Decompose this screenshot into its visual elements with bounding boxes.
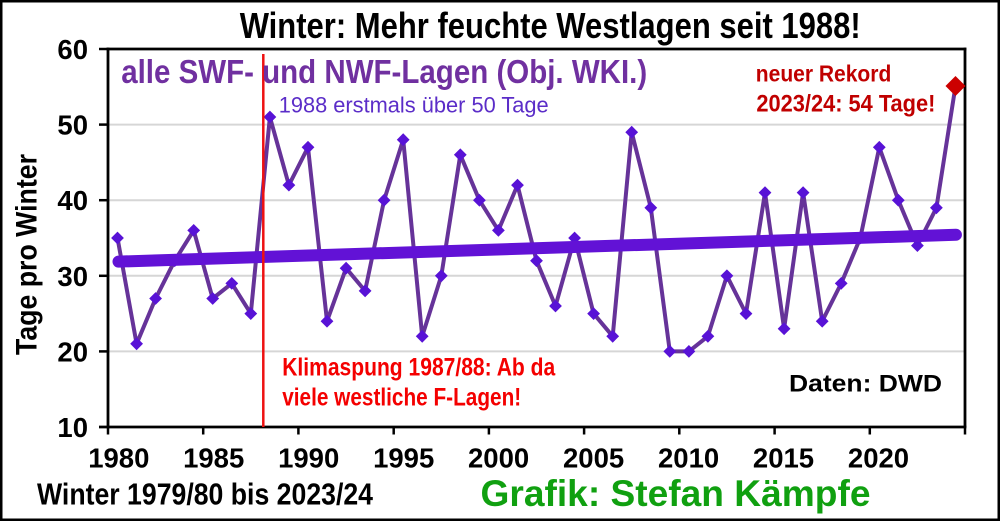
svg-text:1995: 1995 <box>373 442 434 473</box>
svg-text:Winter: Mehr feuchte Westlagen: Winter: Mehr feuchte Westlagen seit 1988… <box>240 5 861 46</box>
svg-text:Tage pro Winter: Tage pro Winter <box>11 154 44 355</box>
svg-text:60: 60 <box>57 34 88 65</box>
svg-text:viele westliche F-Lagen!: viele westliche F-Lagen! <box>282 383 521 411</box>
svg-text:Winter 1979/80 bis 2023/24: Winter 1979/80 bis 2023/24 <box>37 477 373 511</box>
svg-text:2015: 2015 <box>753 442 814 473</box>
svg-text:Daten: DWD: Daten: DWD <box>789 370 942 397</box>
svg-text:neuer Rekord: neuer Rekord <box>756 60 892 86</box>
svg-text:10: 10 <box>57 412 88 443</box>
svg-text:1985: 1985 <box>183 442 244 473</box>
svg-text:alle SWF- und NWF-Lagen (Obj.: alle SWF- und NWF-Lagen (Obj. WKI.) <box>121 53 647 90</box>
svg-text:1988 erstmals über 50 Tage: 1988 erstmals über 50 Tage <box>279 93 549 118</box>
svg-text:40: 40 <box>57 185 88 216</box>
svg-text:20: 20 <box>57 336 88 367</box>
svg-text:1990: 1990 <box>278 442 339 473</box>
svg-text:2020: 2020 <box>848 442 909 473</box>
svg-text:2023/24: 54 Tage!: 2023/24: 54 Tage! <box>756 91 935 118</box>
svg-text:2005: 2005 <box>563 442 624 473</box>
svg-text:Klimaspung 1987/88: Ab da: Klimaspung 1987/88: Ab da <box>282 354 556 382</box>
svg-text:2000: 2000 <box>468 442 529 473</box>
svg-text:Grafik: Stefan Kämpfe: Grafik: Stefan Kämpfe <box>481 473 871 514</box>
svg-text:2010: 2010 <box>658 442 719 473</box>
svg-text:1980: 1980 <box>88 442 149 473</box>
svg-text:50: 50 <box>57 110 88 141</box>
svg-text:30: 30 <box>57 261 88 292</box>
